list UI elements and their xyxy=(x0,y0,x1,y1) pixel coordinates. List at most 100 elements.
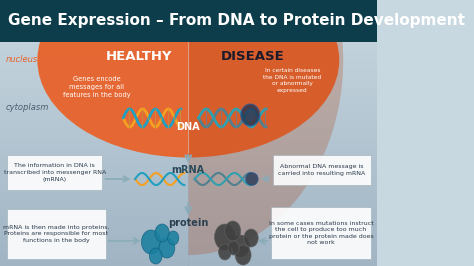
Bar xyxy=(0,39,377,40)
Bar xyxy=(0,11,377,12)
Bar xyxy=(0,176,377,177)
Bar xyxy=(0,107,377,108)
FancyBboxPatch shape xyxy=(7,209,106,259)
FancyBboxPatch shape xyxy=(271,207,371,259)
Bar xyxy=(0,115,377,116)
Bar xyxy=(0,257,377,258)
Bar xyxy=(0,211,377,212)
Bar xyxy=(0,143,377,144)
Bar xyxy=(0,162,377,163)
Bar xyxy=(0,110,377,111)
Bar xyxy=(0,233,377,234)
Bar xyxy=(0,108,377,109)
Bar xyxy=(0,246,377,247)
Bar xyxy=(0,217,377,218)
Text: Gene Expression – From DNA to Protein Development: Gene Expression – From DNA to Protein De… xyxy=(8,14,465,28)
Bar xyxy=(0,184,377,185)
Bar xyxy=(0,12,377,13)
Bar xyxy=(0,72,377,73)
Bar xyxy=(0,230,377,231)
Bar xyxy=(0,250,377,251)
Bar xyxy=(0,164,377,165)
Bar xyxy=(0,243,377,244)
Bar xyxy=(0,178,377,179)
Bar xyxy=(0,0,377,42)
Bar xyxy=(0,50,377,51)
Bar xyxy=(0,148,377,149)
Bar xyxy=(0,19,377,20)
Bar xyxy=(0,7,377,8)
Bar xyxy=(0,51,377,52)
Bar xyxy=(0,201,377,202)
Bar xyxy=(0,96,377,97)
Circle shape xyxy=(159,238,175,258)
Bar xyxy=(0,89,377,90)
Bar xyxy=(0,168,377,169)
Bar xyxy=(0,111,377,112)
Ellipse shape xyxy=(246,172,258,185)
Bar xyxy=(0,180,377,181)
Bar xyxy=(0,103,377,104)
Bar xyxy=(0,248,377,249)
Bar xyxy=(0,202,377,203)
Bar xyxy=(0,31,377,32)
Bar xyxy=(0,123,377,124)
Bar xyxy=(0,258,377,259)
Bar xyxy=(0,82,377,83)
Bar xyxy=(0,166,377,167)
Bar xyxy=(0,139,377,140)
Bar xyxy=(0,214,377,215)
Bar xyxy=(0,45,377,46)
Bar xyxy=(0,253,377,254)
Bar xyxy=(0,149,377,150)
Bar xyxy=(0,66,377,67)
Bar xyxy=(0,264,377,265)
Bar xyxy=(0,138,377,139)
Bar xyxy=(0,245,377,246)
Bar xyxy=(0,43,377,44)
Bar xyxy=(0,34,377,35)
Bar xyxy=(0,104,377,105)
Bar xyxy=(0,200,377,201)
Bar xyxy=(0,109,377,110)
Bar xyxy=(0,163,377,164)
Bar xyxy=(0,210,377,211)
Bar xyxy=(0,53,377,54)
Bar xyxy=(0,185,377,186)
Bar xyxy=(0,0,377,1)
Bar xyxy=(0,59,377,60)
Bar xyxy=(0,17,377,18)
Bar xyxy=(0,234,377,235)
Bar xyxy=(0,122,377,123)
Bar xyxy=(0,170,377,171)
Bar xyxy=(0,240,377,241)
Bar xyxy=(0,118,377,119)
Bar xyxy=(0,117,377,118)
Text: mRNA: mRNA xyxy=(172,165,205,175)
Text: DNA: DNA xyxy=(176,122,200,132)
Bar xyxy=(0,56,377,57)
Bar xyxy=(0,213,377,214)
Bar xyxy=(0,65,377,66)
Circle shape xyxy=(155,224,169,242)
Bar xyxy=(0,99,377,100)
Bar xyxy=(0,237,377,238)
Bar xyxy=(0,29,377,30)
Bar xyxy=(0,228,377,229)
Bar xyxy=(0,35,377,36)
Circle shape xyxy=(235,245,251,265)
Bar xyxy=(0,226,377,227)
Bar xyxy=(0,192,377,193)
Bar xyxy=(0,98,377,99)
Bar xyxy=(0,261,377,262)
Bar xyxy=(0,48,377,49)
Bar xyxy=(0,37,377,38)
Bar xyxy=(0,155,377,156)
Bar xyxy=(0,157,377,158)
Bar xyxy=(0,49,377,50)
Bar xyxy=(0,236,377,237)
Bar xyxy=(0,195,377,196)
Bar xyxy=(0,33,377,34)
Bar xyxy=(0,159,377,160)
Bar xyxy=(0,14,377,15)
